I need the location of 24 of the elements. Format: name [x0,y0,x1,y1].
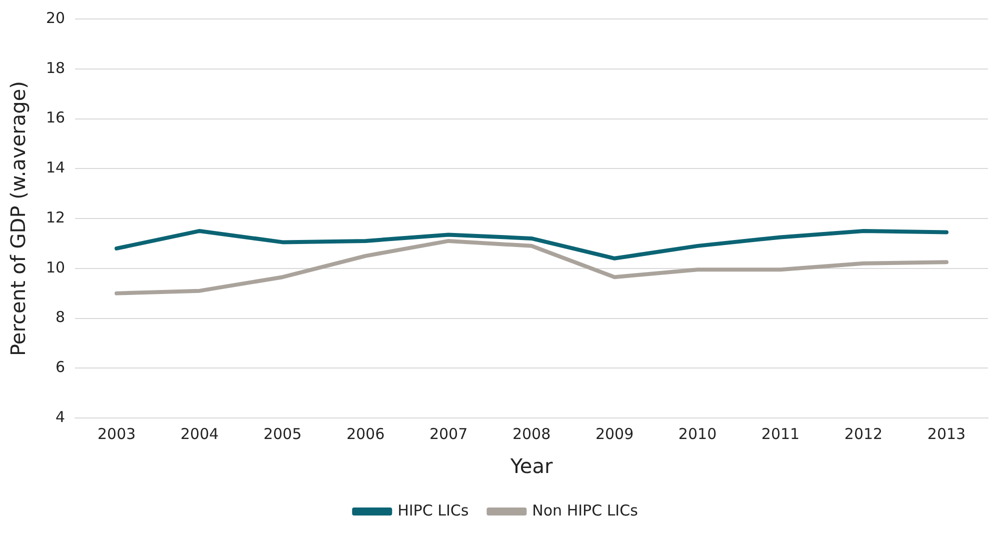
x-tick-label: 2010 [678,424,717,443]
y-tick-label: 6 [56,358,66,376]
y-tick-label: 18 [46,58,66,77]
y-tick-label: 4 [56,408,66,426]
x-tick-label: 2009 [595,424,634,443]
y-tick-label: 12 [46,208,66,226]
x-tick-label: 2005 [263,424,302,443]
y-tick-label: 10 [46,258,66,276]
legend-label: Non HIPC LICs [532,501,638,520]
y-tick-label: 14 [46,158,66,177]
x-tick-label: 2007 [429,424,468,443]
x-axis-title: Year [509,454,554,478]
y-axis-title: Percent of GDP (w.average) [6,81,30,356]
x-tick-label: 2012 [844,424,883,443]
x-tick-label: 2011 [761,424,800,443]
y-tick-label: 8 [56,308,66,326]
x-tick-label: 2006 [346,424,385,443]
y-tick-label: 16 [46,108,66,127]
x-tick-label: 2013 [927,424,966,443]
x-tick-label: 2003 [97,424,136,443]
y-tick-label: 20 [46,8,66,27]
legend-label: HIPC LICs [398,501,469,520]
x-tick-label: 2008 [512,424,551,443]
x-tick-label: 2004 [180,424,219,443]
